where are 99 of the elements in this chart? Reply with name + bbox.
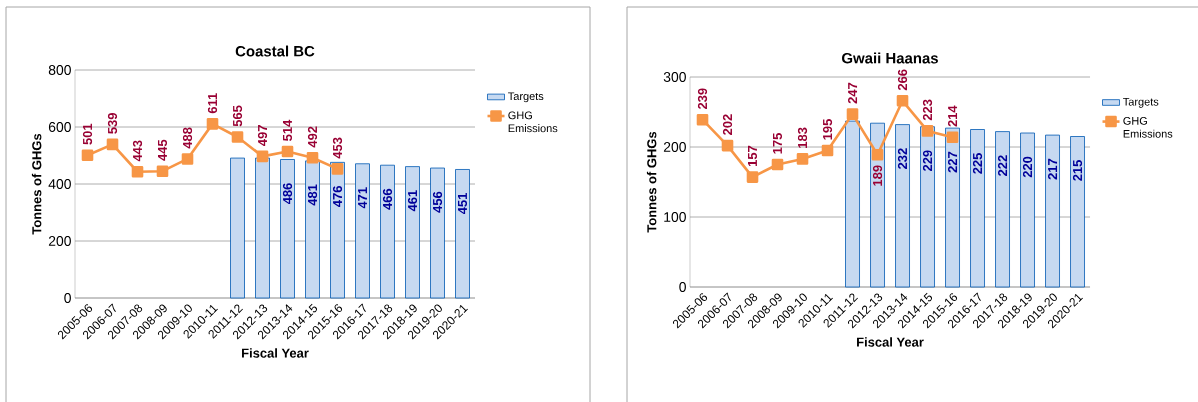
y-tick-label: 800: [48, 65, 71, 75]
data-label: 223: [922, 99, 933, 121]
data-label: 466: [382, 188, 393, 210]
bar: [845, 120, 860, 288]
bar: [380, 164, 395, 299]
y-tick-label: 300: [663, 72, 686, 82]
data-label: 239: [697, 88, 708, 110]
data-label: 453: [332, 137, 343, 159]
data-label: 195: [822, 119, 833, 140]
legend-label: GHG Emissions: [508, 111, 558, 133]
bar: [455, 169, 470, 299]
point: [946, 131, 959, 143]
bar: [870, 122, 885, 288]
bar: [995, 131, 1010, 288]
bar: [305, 160, 320, 299]
y-tick-label: 0: [679, 282, 686, 292]
y-axis-title: Tonnes of GHGs: [646, 131, 657, 233]
point: [156, 165, 169, 177]
data-label: 488: [182, 127, 193, 149]
data-label: 175: [773, 133, 783, 154]
bar: [405, 166, 420, 299]
data-label: 497: [257, 125, 268, 146]
data-label: 202: [722, 114, 733, 135]
point: [331, 163, 344, 175]
data-label: 539: [107, 113, 118, 134]
data-label: 247: [847, 82, 858, 104]
legend-label: Targets: [508, 92, 544, 103]
data-label: 189: [872, 165, 883, 186]
point: [896, 95, 909, 107]
point: [281, 145, 294, 158]
y-tick-label: 0: [64, 293, 71, 303]
point: [696, 113, 709, 126]
data-label: 227: [947, 151, 958, 173]
chart-title: Coastal BC: [235, 45, 315, 57]
data-label: 215: [1072, 160, 1083, 181]
y-tick-label: 200: [663, 142, 686, 152]
data-label: 157: [748, 145, 758, 167]
bar: [255, 157, 270, 299]
x-axis-title: Fiscal Year: [242, 348, 309, 358]
point: [921, 125, 934, 137]
data-label: 514: [282, 119, 293, 141]
data-label: 183: [797, 127, 808, 148]
bar: [430, 167, 445, 299]
bar: [280, 159, 295, 299]
data-label: 225: [972, 153, 983, 174]
bar: [355, 163, 370, 299]
data-label: 266: [897, 69, 908, 91]
data-label: 222: [997, 155, 1008, 176]
y-tick-label: 400: [48, 179, 71, 189]
y-tick-label: 100: [664, 212, 686, 222]
point: [181, 153, 194, 165]
point: [846, 108, 859, 120]
data-label: 471: [358, 187, 367, 209]
data-label: 501: [82, 123, 93, 145]
point: [871, 148, 884, 161]
x-axis-title: Fiscal Year: [857, 337, 924, 347]
data-label: 220: [1022, 156, 1033, 178]
legend-label: GHG Emissions: [1123, 117, 1173, 138]
data-label: 232: [897, 148, 908, 169]
data-label: 214: [947, 105, 958, 127]
data-label: 445: [157, 139, 168, 161]
data-label: 492: [307, 126, 318, 148]
point: [106, 138, 119, 151]
point: [721, 139, 734, 152]
bar: [945, 127, 960, 288]
point: [771, 158, 784, 171]
data-label: 565: [232, 105, 243, 127]
point: [131, 165, 144, 178]
legend-label: Targets: [1123, 97, 1159, 108]
y-tick-label: 200: [48, 236, 71, 246]
point: [81, 149, 94, 162]
data-label: 451: [457, 193, 468, 215]
data-label: 217: [1047, 158, 1058, 180]
point: [256, 150, 269, 163]
bar: [920, 126, 935, 288]
bar: [1070, 136, 1085, 288]
y-axis-title: Tonnes of GHGs: [31, 133, 42, 235]
bar: [1045, 134, 1060, 288]
y-tick-label: 600: [48, 122, 71, 132]
bar: [895, 124, 910, 288]
point: [231, 131, 244, 143]
point: [306, 151, 319, 164]
bar: [230, 157, 245, 299]
chart-title: Gwaii Haanas: [842, 52, 938, 64]
data-label: 476: [332, 186, 343, 207]
point: [746, 171, 759, 183]
point: [206, 118, 219, 130]
data-label: 456: [432, 191, 443, 213]
data-label: 229: [922, 150, 933, 172]
data-label: 486: [282, 183, 293, 205]
bar: [970, 129, 985, 288]
data-label: 481: [307, 184, 318, 206]
bar: [330, 161, 345, 299]
data-label: 461: [407, 190, 418, 212]
point: [796, 153, 809, 165]
bar: [1020, 132, 1035, 288]
point: [821, 144, 834, 157]
data-label: 443: [132, 140, 143, 162]
data-label: 611: [207, 93, 218, 114]
